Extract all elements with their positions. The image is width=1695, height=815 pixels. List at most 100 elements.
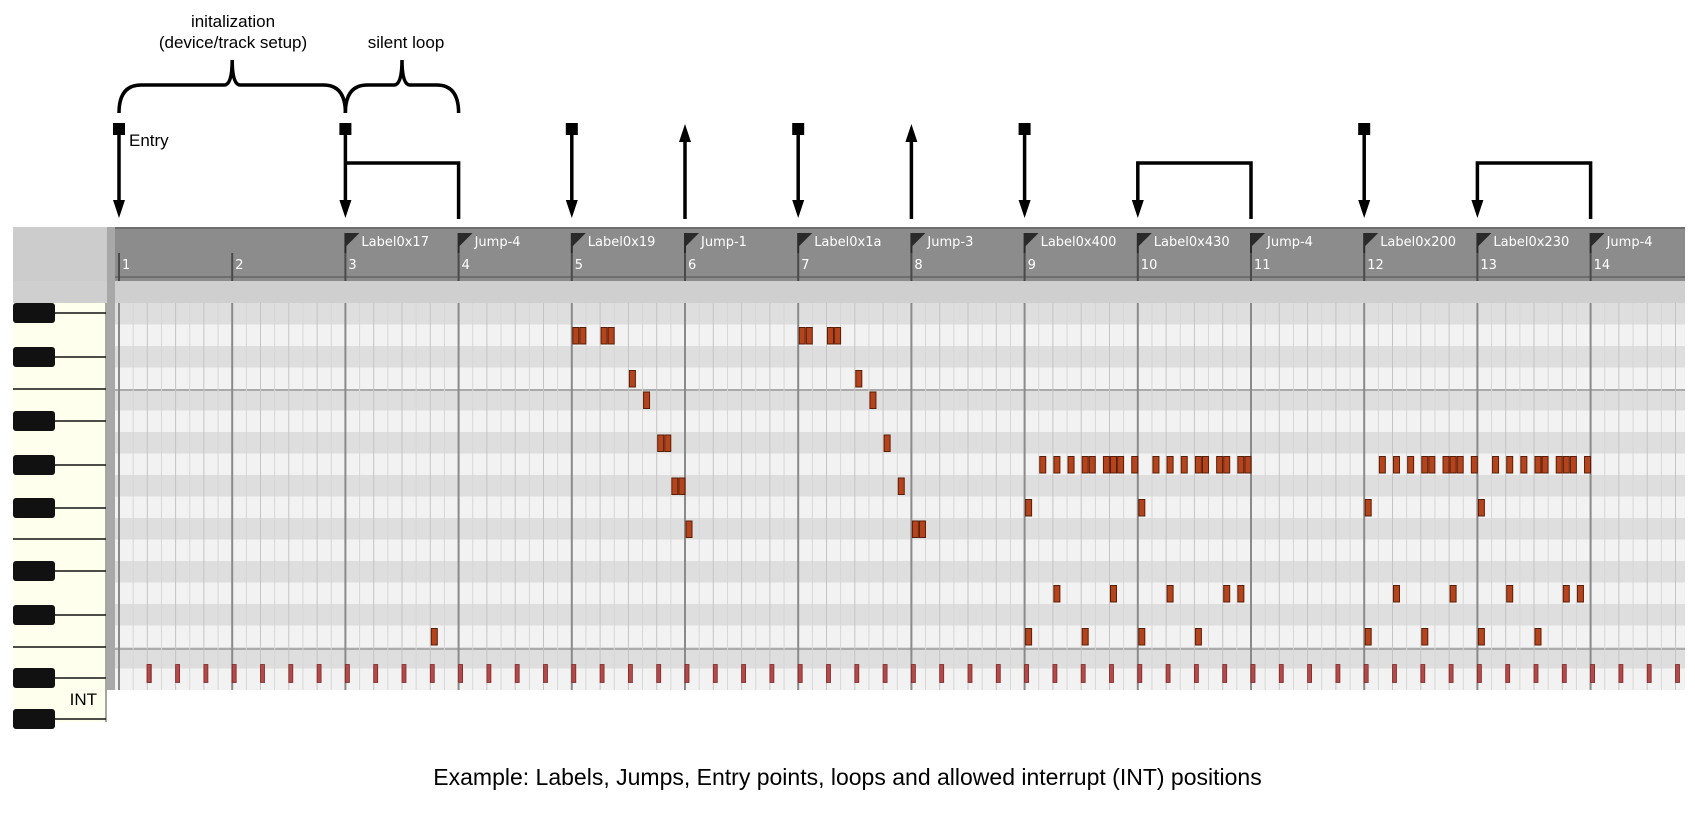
black-key[interactable] bbox=[13, 605, 55, 625]
note[interactable] bbox=[572, 327, 580, 345]
note[interactable] bbox=[1102, 456, 1110, 474]
note[interactable] bbox=[1378, 456, 1386, 474]
black-key[interactable] bbox=[13, 455, 55, 475]
note[interactable] bbox=[664, 434, 672, 452]
label-marker-label[interactable]: Label0x200 bbox=[1380, 235, 1456, 250]
note-grid[interactable] bbox=[107, 227, 1685, 690]
note[interactable] bbox=[1152, 456, 1160, 474]
jump-marker-icon[interactable] bbox=[911, 233, 926, 247]
black-key[interactable] bbox=[13, 668, 55, 688]
label-marker-icon[interactable] bbox=[1364, 233, 1379, 247]
note[interactable] bbox=[1449, 456, 1457, 474]
note[interactable] bbox=[685, 520, 693, 538]
note[interactable] bbox=[805, 327, 813, 345]
label-marker-icon[interactable] bbox=[1477, 233, 1492, 247]
note[interactable] bbox=[1555, 456, 1563, 474]
note[interactable] bbox=[1081, 628, 1089, 646]
note[interactable] bbox=[1025, 499, 1033, 517]
jump-marker-label[interactable]: Jump-3 bbox=[926, 235, 973, 250]
note[interactable] bbox=[1534, 456, 1542, 474]
note[interactable] bbox=[1067, 456, 1075, 474]
note[interactable] bbox=[1428, 456, 1436, 474]
note[interactable] bbox=[1407, 456, 1415, 474]
note[interactable] bbox=[897, 477, 905, 495]
black-key[interactable] bbox=[13, 498, 55, 518]
note[interactable] bbox=[1393, 585, 1400, 603]
note[interactable] bbox=[1201, 456, 1209, 474]
jump-marker-label[interactable]: Jump-4 bbox=[474, 235, 521, 250]
note[interactable] bbox=[1442, 456, 1450, 474]
black-key[interactable] bbox=[13, 347, 55, 367]
note[interactable] bbox=[1492, 456, 1500, 474]
note[interactable] bbox=[1506, 585, 1514, 603]
note[interactable] bbox=[1584, 456, 1592, 474]
black-key[interactable] bbox=[13, 561, 55, 581]
label-marker-label[interactable]: Label0x430 bbox=[1154, 235, 1230, 250]
piano-keyboard[interactable] bbox=[13, 303, 107, 729]
note[interactable] bbox=[678, 477, 686, 495]
note[interactable] bbox=[430, 628, 438, 646]
note[interactable] bbox=[579, 327, 587, 345]
note[interactable] bbox=[1081, 456, 1089, 474]
note[interactable] bbox=[1237, 585, 1245, 603]
note[interactable] bbox=[607, 327, 615, 345]
note[interactable] bbox=[1166, 585, 1174, 603]
note[interactable] bbox=[1456, 456, 1464, 474]
jump-marker-icon[interactable] bbox=[458, 233, 473, 247]
note[interactable] bbox=[1364, 628, 1372, 646]
note[interactable] bbox=[1194, 628, 1202, 646]
label-marker-label[interactable]: Label0x230 bbox=[1493, 235, 1569, 250]
label-marker-icon[interactable] bbox=[345, 233, 360, 247]
jump-marker-label[interactable]: Jump-4 bbox=[1606, 235, 1653, 250]
note[interactable] bbox=[657, 434, 665, 452]
note[interactable] bbox=[883, 434, 891, 452]
note[interactable] bbox=[1562, 585, 1570, 603]
black-key[interactable] bbox=[13, 303, 55, 323]
note[interactable] bbox=[1364, 499, 1372, 517]
note[interactable] bbox=[1138, 628, 1146, 646]
note[interactable] bbox=[1449, 585, 1457, 603]
note[interactable] bbox=[1237, 456, 1245, 474]
jump-marker-icon[interactable] bbox=[1590, 233, 1605, 247]
note[interactable] bbox=[1569, 456, 1577, 474]
note[interactable] bbox=[1180, 456, 1188, 474]
label-marker-icon[interactable] bbox=[1137, 233, 1152, 247]
note[interactable] bbox=[855, 370, 863, 388]
note[interactable] bbox=[1477, 628, 1485, 646]
label-marker-icon[interactable] bbox=[571, 233, 586, 247]
note[interactable] bbox=[1194, 456, 1202, 474]
note[interactable] bbox=[1562, 456, 1570, 474]
note[interactable] bbox=[1520, 456, 1528, 474]
note[interactable] bbox=[643, 391, 651, 409]
jump-marker-label[interactable]: Jump-4 bbox=[1266, 235, 1313, 250]
note[interactable] bbox=[869, 391, 877, 409]
label-marker-label[interactable]: Label0x19 bbox=[588, 235, 656, 250]
note[interactable] bbox=[1223, 456, 1231, 474]
label-marker-icon[interactable] bbox=[1024, 233, 1039, 247]
jump-marker-label[interactable]: Jump-1 bbox=[700, 235, 747, 250]
black-key[interactable] bbox=[13, 709, 55, 729]
note[interactable] bbox=[1421, 628, 1429, 646]
note[interactable] bbox=[1541, 456, 1549, 474]
note[interactable] bbox=[1117, 456, 1125, 474]
note[interactable] bbox=[1053, 585, 1061, 603]
note[interactable] bbox=[1477, 499, 1485, 517]
note[interactable] bbox=[600, 327, 608, 345]
label-marker-icon[interactable] bbox=[798, 233, 813, 247]
note[interactable] bbox=[1244, 456, 1252, 474]
note[interactable] bbox=[1053, 456, 1061, 474]
label-marker-label[interactable]: Label0x17 bbox=[361, 235, 429, 250]
note[interactable] bbox=[834, 327, 842, 345]
note[interactable] bbox=[1088, 456, 1096, 474]
label-marker-label[interactable]: Label0x1a bbox=[814, 235, 881, 250]
note[interactable] bbox=[911, 520, 919, 538]
note[interactable] bbox=[918, 520, 926, 538]
label-marker-label[interactable]: Label0x400 bbox=[1041, 235, 1117, 250]
note[interactable] bbox=[1421, 456, 1429, 474]
note[interactable] bbox=[1110, 456, 1117, 474]
note[interactable] bbox=[1025, 628, 1033, 646]
note[interactable] bbox=[1138, 499, 1146, 517]
note[interactable] bbox=[1506, 456, 1514, 474]
note[interactable] bbox=[1534, 628, 1542, 646]
